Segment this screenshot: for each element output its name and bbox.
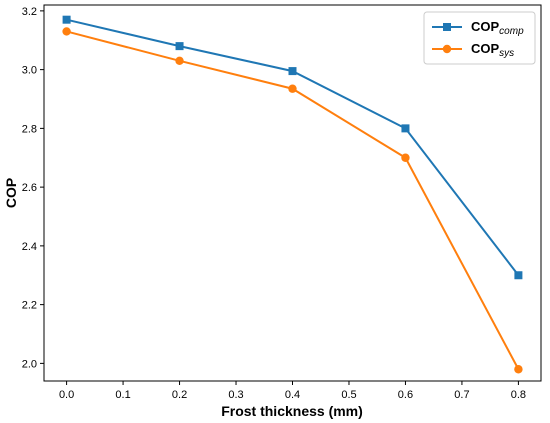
series-comp bbox=[62, 15, 523, 280]
x-axis-label: Frost thickness (mm) bbox=[221, 403, 363, 419]
y-tick-label: 3.2 bbox=[22, 6, 37, 18]
x-tick-label: 0.6 bbox=[398, 389, 413, 401]
legend-label: COPcomp bbox=[471, 19, 524, 37]
x-tick-label: 0.4 bbox=[285, 389, 300, 401]
legend-box bbox=[423, 11, 536, 65]
x-tick-label: 0.5 bbox=[341, 389, 356, 401]
data-point bbox=[62, 15, 71, 24]
x-tick-label: 0.3 bbox=[228, 389, 243, 401]
legend-label-subscript: sys bbox=[499, 48, 514, 59]
y-tick-label: 2.2 bbox=[22, 300, 37, 312]
y-tick-label: 2.4 bbox=[22, 241, 37, 253]
data-point bbox=[514, 365, 523, 374]
data-point bbox=[175, 42, 184, 51]
y-axis-label: COP bbox=[3, 178, 19, 208]
data-point bbox=[288, 67, 297, 76]
x-tick-label: 0.7 bbox=[454, 389, 469, 401]
x-tick-label: 0.8 bbox=[511, 389, 526, 401]
data-point bbox=[401, 153, 410, 162]
data-point bbox=[175, 56, 184, 66]
plot-area-frame bbox=[43, 4, 542, 382]
x-tick-label: 0.0 bbox=[59, 389, 74, 401]
series-line bbox=[66, 30, 520, 370]
data-point bbox=[401, 124, 410, 133]
legend-marker bbox=[442, 44, 452, 54]
legend-label: COPsys bbox=[471, 41, 514, 59]
data-point bbox=[62, 27, 71, 36]
legend-marker bbox=[443, 23, 451, 31]
y-tick-label: 2.6 bbox=[22, 182, 37, 194]
y-tick-label: 2.0 bbox=[22, 358, 37, 370]
legend-label-main: COP bbox=[471, 19, 500, 34]
legend-label-main: COP bbox=[471, 41, 500, 56]
series-sys bbox=[62, 27, 523, 374]
legend-label-subscript: comp bbox=[499, 26, 524, 37]
y-tick-label: 2.8 bbox=[22, 123, 37, 135]
x-tick-label: 0.2 bbox=[172, 389, 187, 401]
x-tick-label: 0.1 bbox=[115, 389, 130, 401]
data-point bbox=[288, 84, 297, 93]
data-point bbox=[514, 271, 523, 280]
y-tick-label: 3.0 bbox=[22, 65, 37, 77]
series-layer bbox=[62, 15, 523, 374]
ticks-layer: 0.0 0.1 0.2 0.3 0.4 0.5 0.6 0.7 0.8 2.0 2.2 2.4 2.6 2… bbox=[22, 6, 526, 401]
